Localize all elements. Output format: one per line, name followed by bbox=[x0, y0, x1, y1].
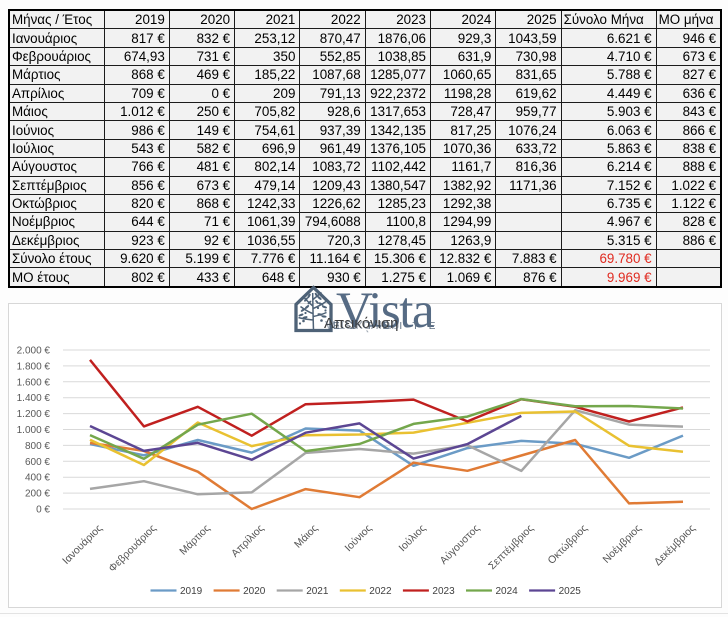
svg-text:1.000 €: 1.000 € bbox=[17, 425, 51, 436]
svg-text:Απρίλιος: Απρίλιος bbox=[229, 522, 267, 560]
svg-text:2020: 2020 bbox=[243, 586, 266, 597]
svg-text:0 €: 0 € bbox=[36, 505, 50, 516]
svg-text:2025: 2025 bbox=[559, 586, 582, 597]
svg-text:800 €: 800 € bbox=[25, 441, 50, 452]
svg-text:2022: 2022 bbox=[369, 586, 392, 597]
svg-text:1.800 €: 1.800 € bbox=[17, 361, 51, 372]
svg-text:1.200 €: 1.200 € bbox=[17, 409, 51, 420]
svg-text:Ιανουάριος: Ιανουάριος bbox=[60, 522, 105, 567]
svg-text:2023: 2023 bbox=[432, 586, 455, 597]
svg-text:600 €: 600 € bbox=[25, 457, 50, 468]
svg-text:2.000 €: 2.000 € bbox=[17, 346, 51, 357]
svg-text:Νοέμβριος: Νοέμβριος bbox=[600, 522, 643, 565]
svg-text:Δεκέμβριος: Δεκέμβριος bbox=[652, 522, 698, 568]
svg-text:400 €: 400 € bbox=[25, 473, 50, 484]
svg-text:Μάρτιος: Μάρτιος bbox=[177, 522, 212, 557]
svg-text:1.400 €: 1.400 € bbox=[17, 393, 51, 404]
svg-text:Φεβρουάριος: Φεβρουάριος bbox=[106, 522, 158, 574]
svg-text:Ιούλιος: Ιούλιος bbox=[396, 522, 428, 554]
svg-text:200 €: 200 € bbox=[25, 489, 50, 500]
svg-text:1.600 €: 1.600 € bbox=[17, 377, 51, 388]
svg-text:2024: 2024 bbox=[496, 586, 519, 597]
svg-text:Ιούνιος: Ιούνιος bbox=[342, 522, 374, 554]
svg-text:2021: 2021 bbox=[306, 586, 329, 597]
svg-text:Σεπτέμβριος: Σεπτέμβριος bbox=[486, 522, 536, 572]
svg-text:Μάιος: Μάιος bbox=[292, 522, 320, 550]
svg-text:2019: 2019 bbox=[180, 586, 203, 597]
svg-text:Αύγουστος: Αύγουστος bbox=[438, 522, 483, 567]
svg-text:Οκτώβριος: Οκτώβριος bbox=[546, 522, 590, 566]
